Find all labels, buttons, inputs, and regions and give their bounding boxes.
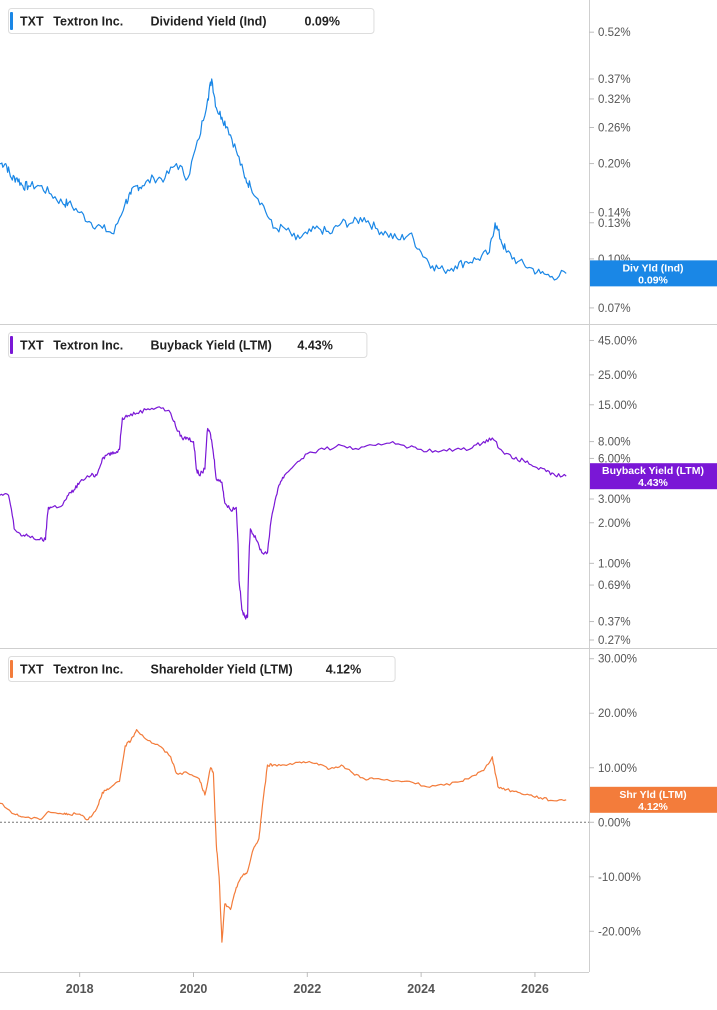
x-tick-label: 2024 [407,982,435,996]
y-tick-label: 0.69% [598,580,631,592]
y-tick-label: 30.00% [598,654,637,666]
value-badge: Div Yld (Ind)0.09% [590,260,717,287]
legend-ticker: TXT [20,663,44,677]
y-tick-label: 3.00% [598,494,631,506]
y-tick-label: 0.37% [598,617,631,629]
y-tick-label: 45.00% [598,335,637,347]
value-badge-value: 0.09% [638,274,668,286]
y-tick-label: -20.00% [598,926,641,938]
legend-ticker: TXT [20,339,44,353]
y-tick-label: 20.00% [598,708,637,720]
y-tick-label: 0.00% [598,817,631,829]
series-line [0,729,567,943]
y-tick-label: 8.00% [598,437,631,449]
value-badge: Buyback Yield (LTM)4.43% [590,463,717,490]
y-tick-label: -10.00% [598,872,641,884]
y-tick-label: 0.13% [598,218,631,230]
panel-1: 0.52%0.37%0.32%0.26%0.20%0.14%0.13%0.10%… [0,8,717,315]
legend-box [8,656,396,682]
x-tick-label: 2022 [293,982,321,996]
series-line [0,78,567,281]
value-badge-name: Buyback Yield (LTM) [602,465,704,477]
panel-3: 30.00% 20.00% 10.00% 0.00% -10.00% -20.00% TXT… [0,654,717,943]
legend-metric: Dividend Yield (Ind) [151,15,267,29]
value-badge-bg [590,786,717,813]
y-tick-label: 10.00% [598,763,637,775]
value-badge-bg [590,463,717,490]
x-tick-label: 2020 [180,982,208,996]
legend-company: Textron Inc. [53,15,123,29]
legend-metric: Shareholder Yield (LTM) [151,663,293,677]
panel-2: 45.00% 25.00% 15.00% 8.00% 6.00% 3.00% 2.00% 1.… [0,332,717,647]
legend-company: Textron Inc. [53,663,123,677]
legend-box [8,8,375,34]
value-badge: Shr Yld (LTM)4.12% [590,786,717,813]
legend: TXT Textron Inc. Shareholder Yield (LTM) 4.… [8,656,396,682]
value-badge-value: 4.43% [638,477,668,489]
legend: TXT Textron Inc. Dividend Yield (Ind) 0.09% [8,8,375,34]
value-badge-bg [590,260,717,287]
y-tick-label: 0.14% [598,208,631,220]
x-axis: 2018 2020 2022 2024 2026 [66,972,549,996]
y-tick-label: 25.00% [598,370,637,382]
y-tick-label: 0.27% [598,635,631,647]
value-badge-value: 4.12% [638,801,668,813]
y-tick-label: 0.52% [598,27,631,39]
series-line [0,406,567,620]
x-tick-label: 2018 [66,982,94,996]
legend-value: 0.09% [305,15,340,29]
legend-swatch [10,336,13,354]
x-tick-label: 2026 [521,982,549,996]
value-badge-name: Shr Yld (LTM) [619,789,686,801]
legend-box [8,332,368,358]
value-badge-name: Div Yld (Ind) [622,262,683,274]
y-tick-label: 0.37% [598,74,631,86]
y-tick-label: 0.07% [598,303,631,315]
y-tick-label: 0.32% [598,94,631,106]
legend-value: 4.12% [326,663,361,677]
y-tick-label: 1.00% [598,558,631,570]
legend: TXT Textron Inc. Buyback Yield (LTM) 4.43% [8,332,368,358]
legend-company: Textron Inc. [53,339,123,353]
y-tick-label: 2.00% [598,518,631,530]
legend-value: 4.43% [297,339,332,353]
y-tick-label: 0.20% [598,159,631,171]
legend-ticker: TXT [20,15,44,29]
legend-swatch [10,12,13,30]
y-tick-label: 6.00% [598,453,631,465]
legend-swatch [10,660,13,678]
y-tick-label: 0.26% [598,122,631,134]
legend-metric: Buyback Yield (LTM) [151,339,272,353]
y-tick-label: 15.00% [598,400,637,412]
